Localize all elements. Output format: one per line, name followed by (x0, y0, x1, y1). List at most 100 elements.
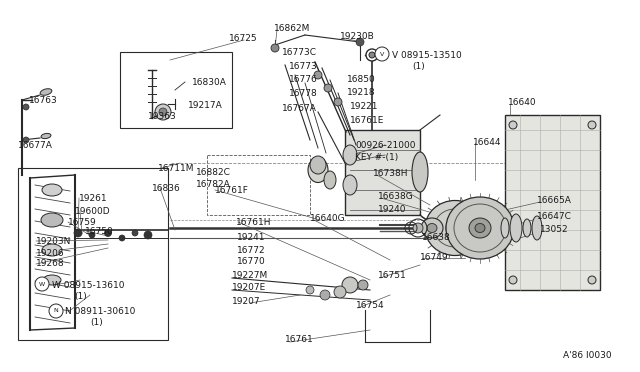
Text: 19207E: 19207E (232, 283, 266, 292)
Text: 16644: 16644 (473, 138, 502, 147)
Text: V 08915-13510: V 08915-13510 (392, 51, 461, 60)
Circle shape (314, 71, 322, 79)
Text: 16767A: 16767A (282, 103, 317, 112)
Ellipse shape (425, 201, 485, 256)
Circle shape (509, 276, 517, 284)
Text: 13052: 13052 (540, 224, 568, 234)
Circle shape (159, 108, 167, 116)
Text: 16782A: 16782A (196, 180, 231, 189)
Text: 19217A: 19217A (188, 100, 223, 109)
Text: 19600D: 19600D (75, 206, 111, 215)
Circle shape (509, 121, 517, 129)
Circle shape (306, 286, 314, 294)
Ellipse shape (41, 213, 63, 227)
Text: 19218: 19218 (347, 87, 376, 96)
Text: A'86 I0030: A'86 I0030 (563, 352, 612, 360)
Ellipse shape (421, 218, 443, 238)
Ellipse shape (343, 175, 357, 195)
Circle shape (588, 276, 596, 284)
Text: 16882C: 16882C (196, 167, 231, 176)
Text: 16862M: 16862M (274, 23, 310, 32)
Text: 16761: 16761 (285, 336, 314, 344)
Text: 16638: 16638 (422, 232, 451, 241)
Text: 16770: 16770 (237, 257, 266, 266)
Ellipse shape (308, 157, 328, 183)
Text: 16761F: 16761F (215, 186, 249, 195)
Text: 19207: 19207 (232, 296, 260, 305)
Text: 16677A: 16677A (18, 141, 53, 150)
Text: (1): (1) (74, 292, 87, 301)
Ellipse shape (446, 220, 464, 236)
Text: 16759: 16759 (68, 218, 97, 227)
Circle shape (74, 229, 82, 237)
Text: 16647C: 16647C (537, 212, 572, 221)
Text: V: V (380, 51, 384, 57)
Text: 16772: 16772 (237, 246, 266, 254)
Ellipse shape (324, 171, 336, 189)
Text: 19206: 19206 (36, 248, 65, 257)
Text: 19230B: 19230B (340, 32, 375, 41)
Circle shape (369, 52, 375, 58)
Ellipse shape (523, 219, 531, 237)
Text: 19227M: 19227M (232, 270, 268, 279)
Circle shape (334, 286, 346, 298)
Ellipse shape (42, 184, 62, 196)
Text: (1): (1) (412, 61, 425, 71)
Ellipse shape (427, 224, 437, 232)
Text: 16640: 16640 (508, 97, 536, 106)
Text: 19203N: 19203N (36, 237, 72, 246)
Bar (505, 115, 600, 290)
Text: KEY #-(1): KEY #-(1) (355, 153, 398, 161)
Circle shape (324, 84, 332, 92)
Text: 16778: 16778 (289, 89, 317, 97)
Circle shape (23, 137, 29, 143)
Circle shape (375, 47, 389, 61)
Text: 16640G: 16640G (310, 214, 346, 222)
Text: 16738H: 16738H (373, 169, 408, 177)
Circle shape (35, 277, 49, 291)
Text: 16761H: 16761H (236, 218, 271, 227)
Bar (18, 168, 168, 340)
Ellipse shape (343, 145, 357, 165)
Text: 16749: 16749 (420, 253, 449, 263)
Circle shape (342, 277, 358, 293)
Ellipse shape (41, 134, 51, 139)
Circle shape (49, 304, 63, 318)
Text: 16830A: 16830A (192, 77, 227, 87)
Text: N: N (54, 308, 58, 314)
Text: 16751: 16751 (378, 272, 407, 280)
Text: 19241: 19241 (237, 232, 266, 241)
Text: (1): (1) (90, 318, 103, 327)
Text: 16750: 16750 (85, 227, 114, 235)
Circle shape (271, 44, 279, 52)
Text: W: W (39, 282, 45, 286)
Text: 00926-21000: 00926-21000 (355, 141, 415, 150)
Circle shape (132, 230, 138, 236)
Ellipse shape (501, 218, 509, 238)
Text: 16763: 16763 (29, 96, 58, 105)
Text: 16773C: 16773C (282, 48, 317, 57)
Ellipse shape (310, 156, 326, 174)
Text: N 08911-30610: N 08911-30610 (65, 308, 136, 317)
Ellipse shape (42, 244, 62, 256)
Circle shape (588, 121, 596, 129)
Text: 16761E: 16761E (350, 115, 385, 125)
Circle shape (413, 223, 423, 233)
Text: 16836: 16836 (152, 183, 180, 192)
Text: 19261: 19261 (79, 193, 108, 202)
Ellipse shape (510, 214, 522, 242)
Circle shape (366, 49, 378, 61)
Bar (120, 52, 232, 128)
Circle shape (144, 231, 152, 239)
Text: 16665A: 16665A (537, 196, 572, 205)
Ellipse shape (446, 197, 514, 259)
Ellipse shape (43, 275, 61, 285)
Text: 19363: 19363 (148, 112, 177, 121)
Ellipse shape (412, 152, 428, 192)
Circle shape (320, 290, 330, 300)
Circle shape (358, 280, 368, 290)
Text: 16638G: 16638G (378, 192, 413, 201)
Bar (207, 155, 310, 215)
Circle shape (119, 235, 125, 241)
Circle shape (356, 38, 364, 46)
